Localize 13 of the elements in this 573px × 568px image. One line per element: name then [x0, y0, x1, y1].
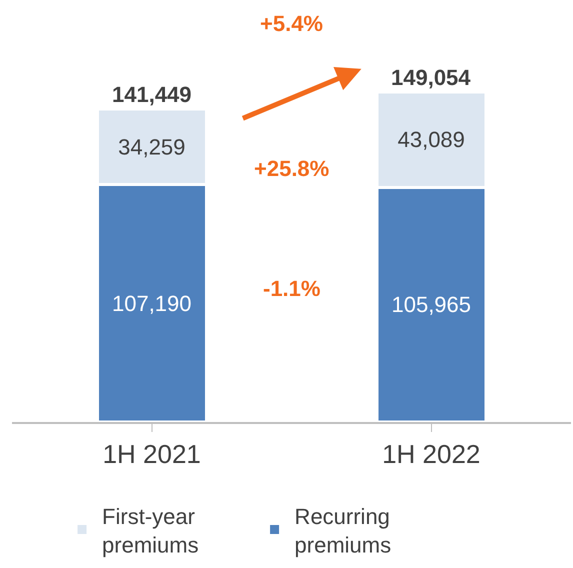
annotation: +25.8%: [254, 156, 330, 181]
data-label: 105,965: [391, 292, 472, 318]
legend-label: Recurring premiums: [294, 504, 392, 558]
legend-label: First-year premiums: [102, 504, 199, 558]
data-label: 43,089: [398, 127, 465, 152]
data-label: 34,259: [118, 134, 186, 160]
x-tick-label: 1H 2022: [382, 438, 480, 469]
annotation: -1.1%: [263, 276, 320, 301]
total-label: 149,054: [391, 65, 472, 90]
total-label: 141,449: [112, 82, 192, 107]
x-tick-label: 1H 2021: [102, 438, 201, 469]
data-label: 107,190: [112, 290, 192, 316]
text: +5.4%: [260, 11, 323, 36]
